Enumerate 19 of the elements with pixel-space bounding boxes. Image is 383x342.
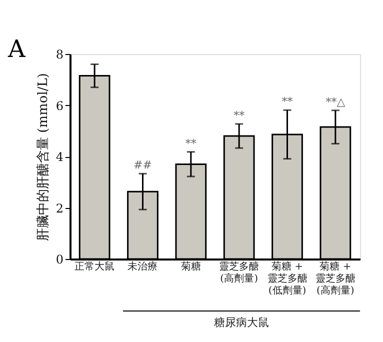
- annotation: ##: [134, 158, 152, 172]
- y-tick-label: 6: [56, 98, 64, 113]
- annotation: **: [282, 95, 294, 108]
- y-tick-label: 2: [56, 201, 64, 216]
- y-tick-label: 4: [56, 150, 64, 164]
- y-axis-title: 肝臟中的肝醣含量 (mmol/L): [36, 73, 51, 241]
- annotation: **△: [326, 95, 346, 108]
- x-tick-label: 菊糖 + 靈芝多醣 (高劑量): [315, 260, 356, 296]
- y-tick-label: 0: [56, 252, 64, 266]
- text: A: [7, 35, 26, 63]
- x-tick-label: 未治療: [128, 260, 158, 272]
- text: 糖尿病大鼠: [214, 316, 269, 329]
- x-tick-label: 靈芝多醣 (高劑量): [219, 260, 260, 284]
- x-tick-label: 正常大鼠: [74, 260, 115, 272]
- annotation: **: [185, 136, 197, 150]
- annotation: **: [234, 108, 246, 122]
- y-tick-label: 8: [56, 48, 64, 62]
- x-tick-label: 菊糖: [180, 260, 201, 272]
- x-tick-label: 菊糖 + 靈芝多醣 (低劑量): [267, 260, 308, 296]
